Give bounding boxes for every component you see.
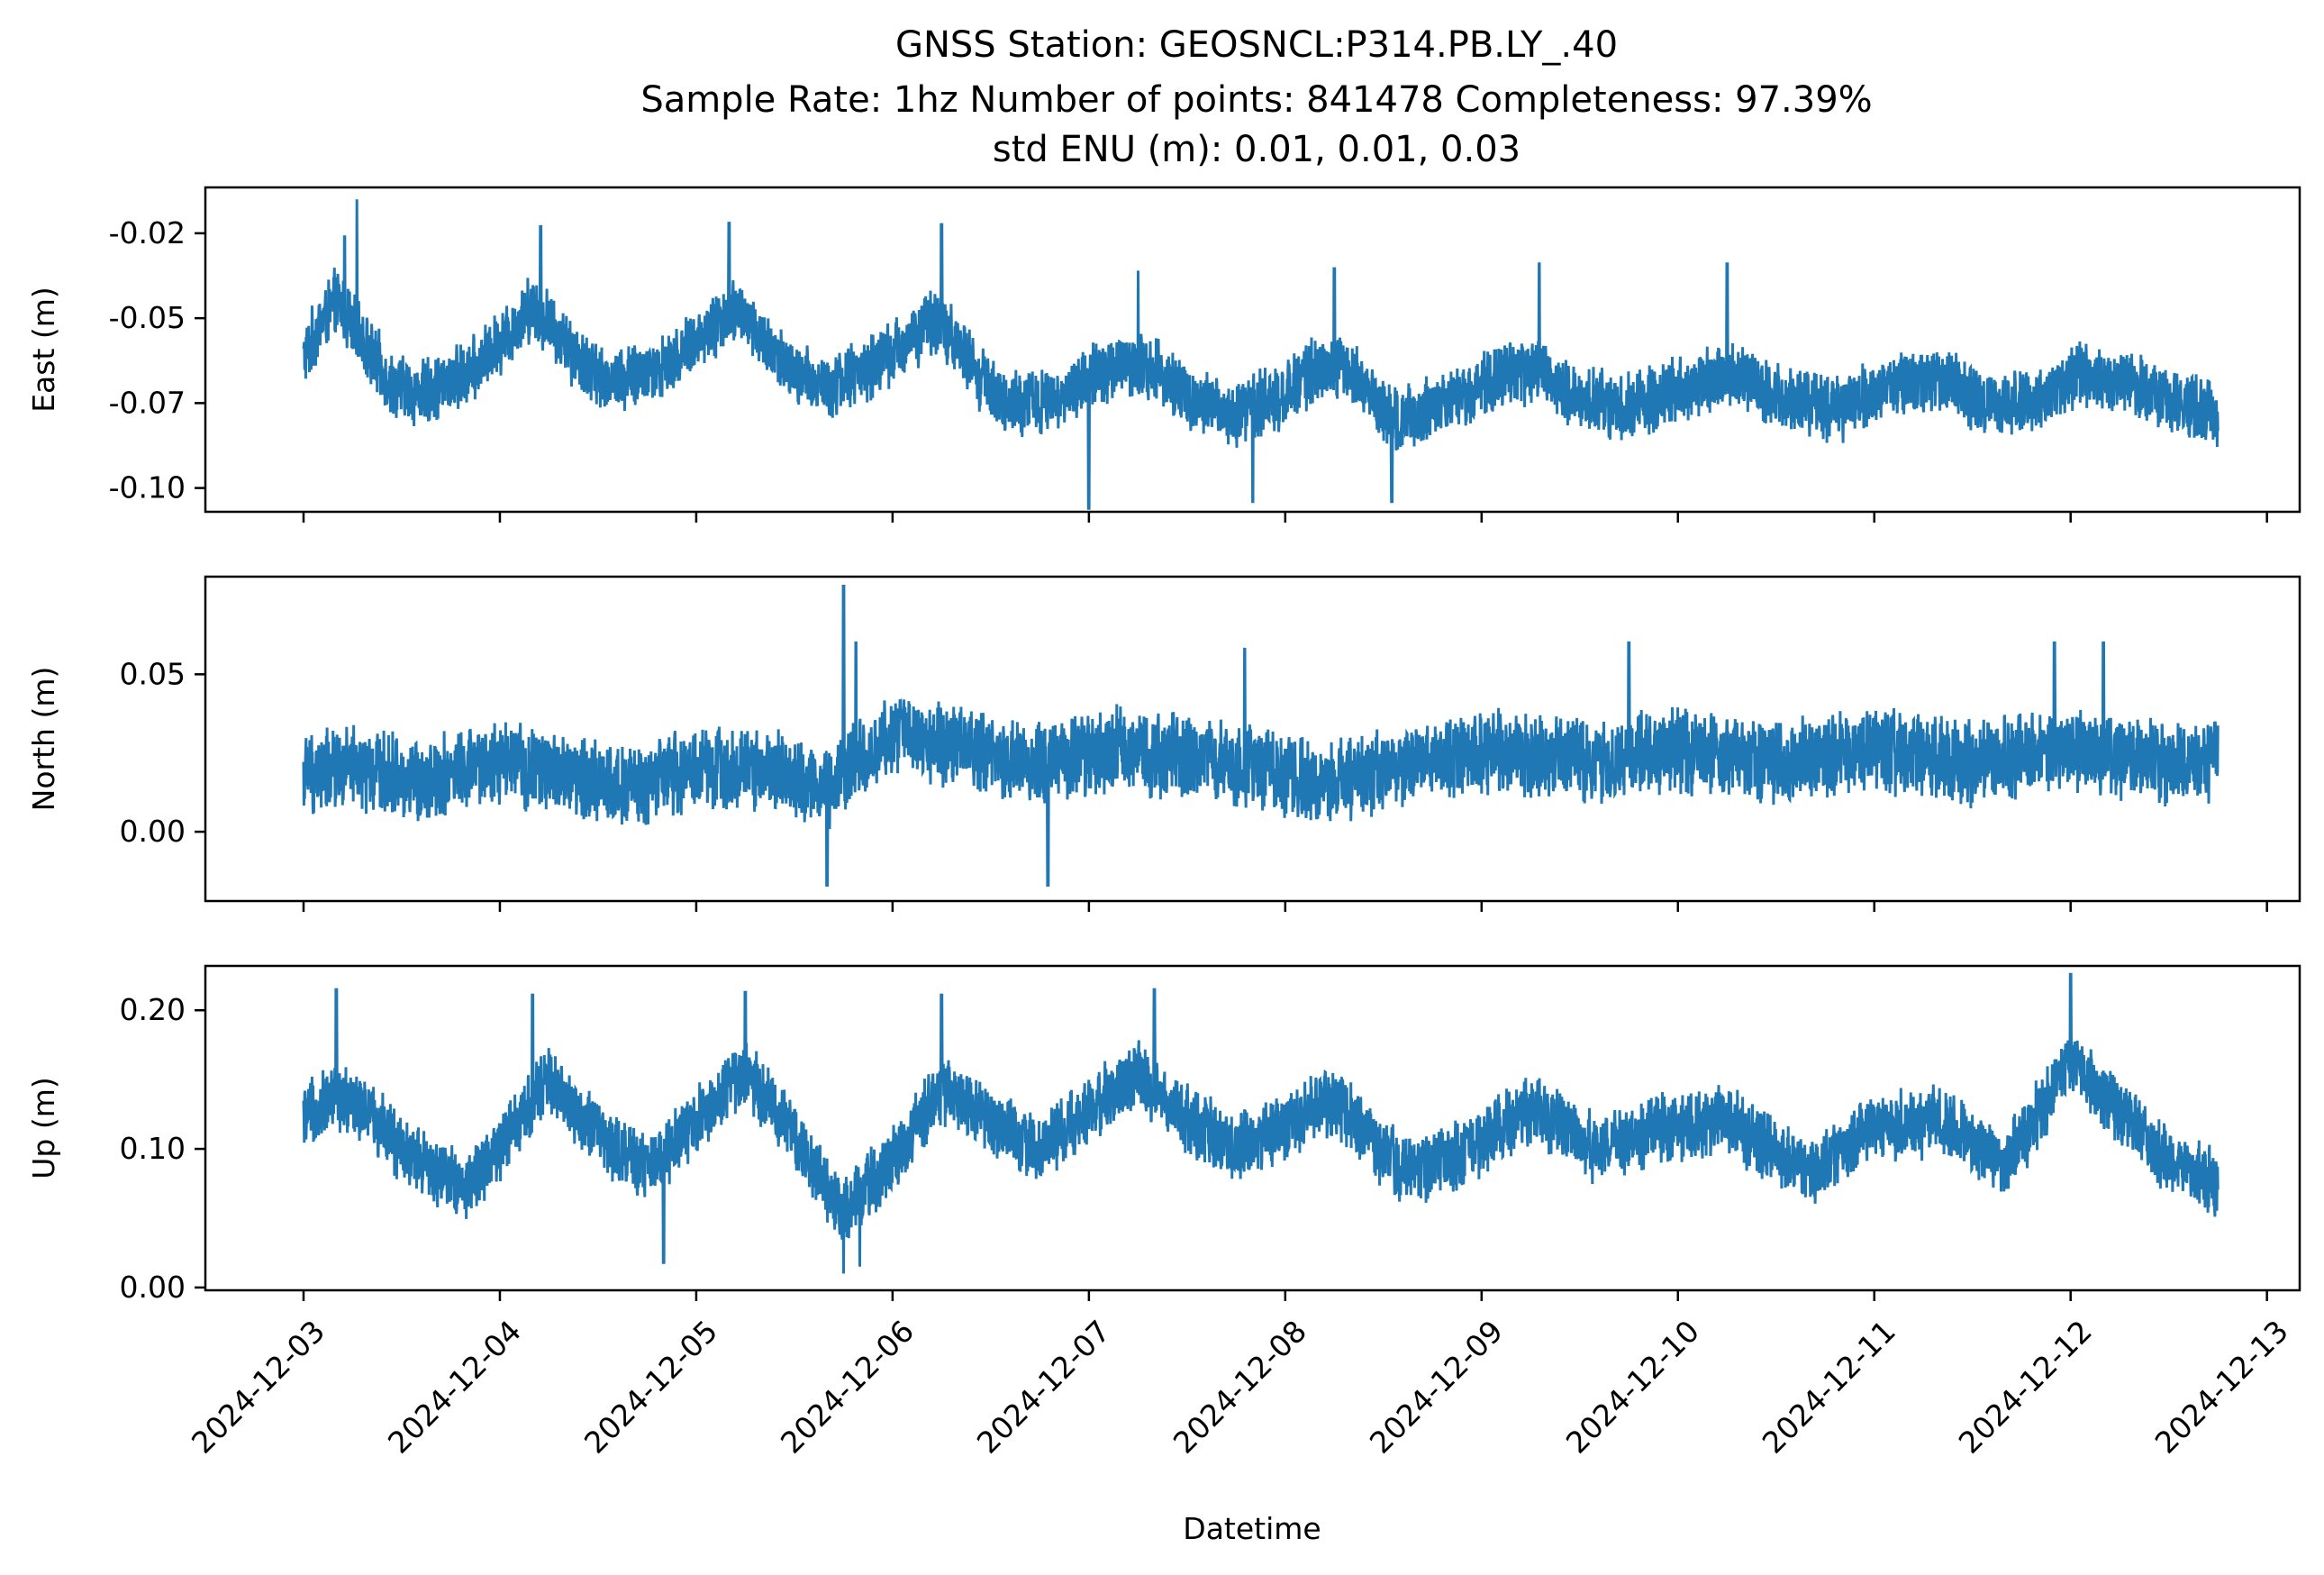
y-tick-label: 0.00 bbox=[120, 814, 186, 849]
east-y-axis-label: East (m) bbox=[26, 287, 61, 413]
y-tick-label: 0.20 bbox=[120, 992, 186, 1027]
up-y-axis-label: Up (m) bbox=[26, 1077, 61, 1179]
y-tick-label: 0.00 bbox=[120, 1270, 186, 1305]
east-series-line bbox=[302, 199, 2220, 510]
up-y-axis: 0.00 0.10 0.20 bbox=[120, 992, 205, 1305]
chart-title-line-3: std ENU (m): 0.01, 0.01, 0.03 bbox=[993, 129, 1521, 170]
north-axes-frame bbox=[204, 575, 2301, 903]
east-panel: -0.10 -0.07 -0.05 -0.02 East (m) bbox=[26, 186, 2301, 523]
up-series-line bbox=[302, 972, 2220, 1274]
x-axis-label: Datetime bbox=[1183, 1511, 1321, 1546]
y-tick-label: 0.05 bbox=[120, 656, 186, 691]
north-series-line bbox=[302, 585, 2220, 887]
y-tick-label: -0.05 bbox=[109, 300, 186, 335]
north-y-axis: 0.00 0.05 bbox=[120, 656, 205, 849]
up-axes-frame bbox=[204, 964, 2301, 1292]
north-x-ticks bbox=[302, 901, 2268, 912]
chart-title-line-1: GNSS Station: GEOSNCL:P314.PB.LY_.40 bbox=[895, 24, 1618, 66]
y-tick-label: -0.10 bbox=[109, 470, 186, 505]
east-x-ticks bbox=[302, 512, 2268, 523]
y-tick-label: 0.10 bbox=[120, 1131, 186, 1166]
y-tick-label: -0.07 bbox=[109, 385, 186, 420]
north-y-axis-label: North (m) bbox=[26, 667, 61, 812]
east-y-axis: -0.10 -0.07 -0.05 -0.02 bbox=[109, 215, 205, 505]
chart-title-line-2: Sample Rate: 1hz Number of points: 84147… bbox=[640, 79, 1872, 121]
north-panel: 0.00 0.05 North (m) bbox=[26, 575, 2301, 912]
y-tick-label: -0.02 bbox=[109, 215, 186, 250]
east-axes-frame bbox=[204, 186, 2301, 514]
